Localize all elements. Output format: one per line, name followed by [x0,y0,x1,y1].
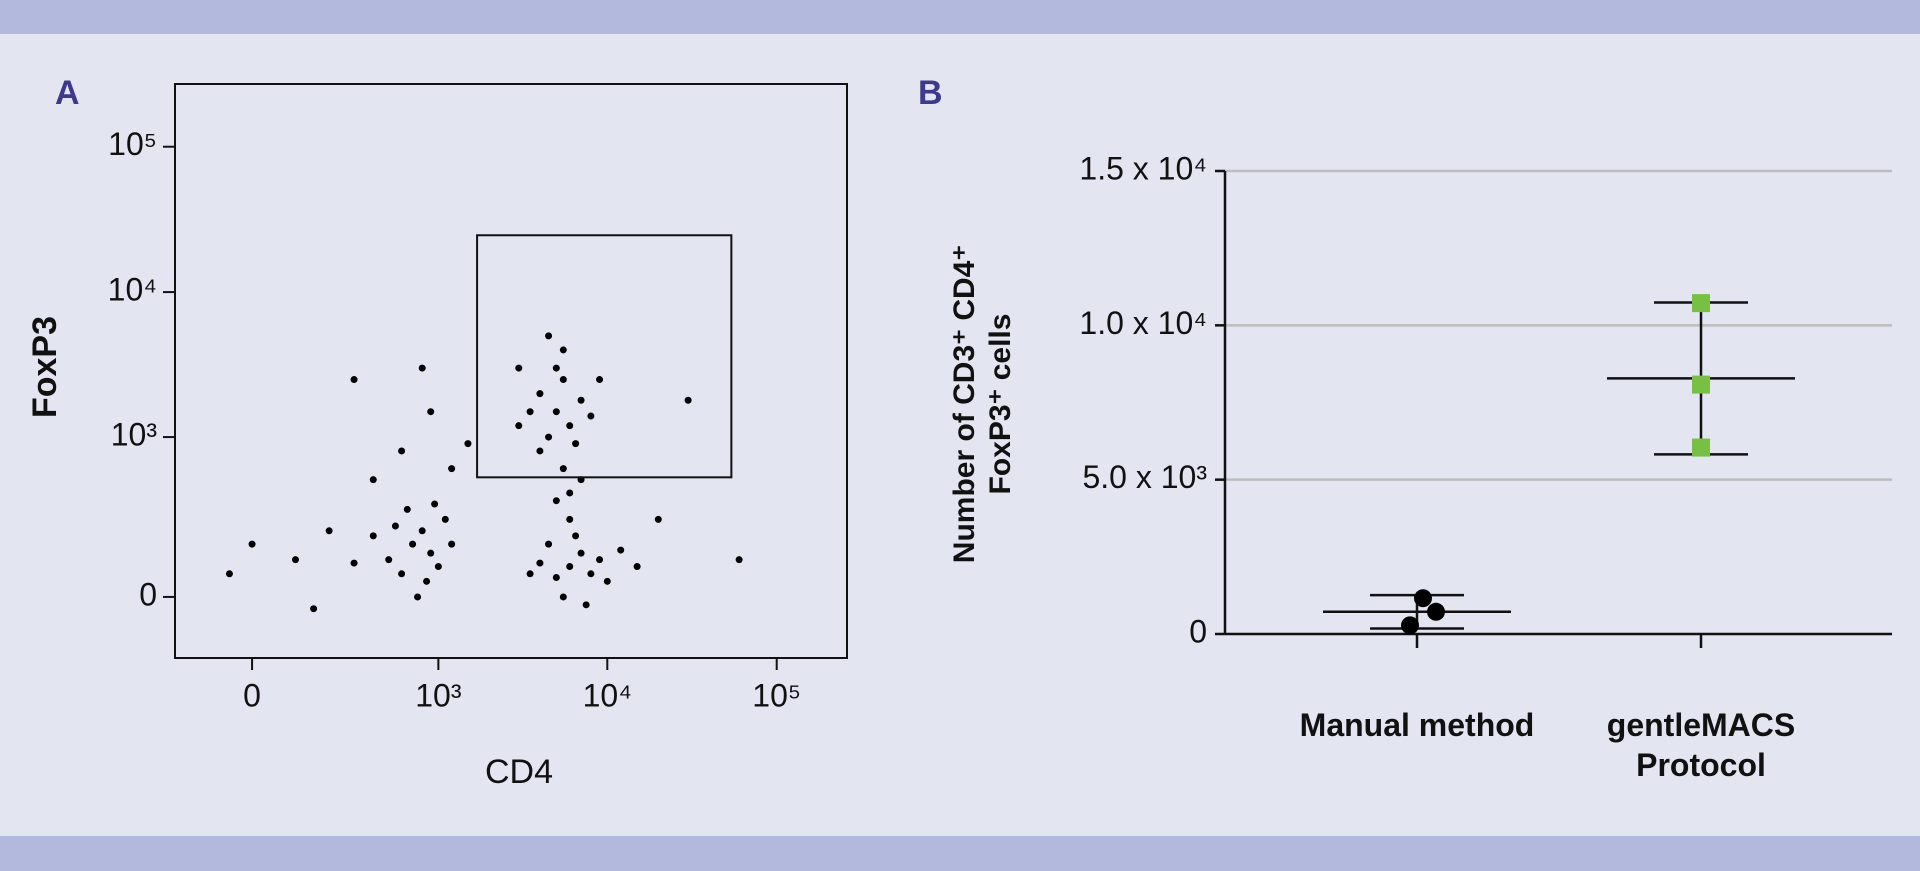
data-point [403,505,411,513]
data-point [291,556,299,564]
data-point [587,570,595,578]
data-point [1692,294,1710,313]
data-point [559,465,567,473]
data-point [545,332,553,340]
data-point [427,408,435,416]
data-point [572,532,580,540]
data-point [545,433,553,441]
y-tick-label: 5.0 x 10³ [1082,459,1207,495]
data-point [464,440,472,448]
data-point [633,563,641,571]
data-point [536,559,544,567]
data-point [1427,602,1445,621]
data-point [310,605,318,613]
data-point [414,593,422,601]
data-point [369,532,377,540]
panel-label: A [55,74,80,112]
data-point [617,546,625,554]
data-point [536,390,544,398]
data-point [448,540,456,548]
data-point [552,574,560,582]
data-point [448,465,456,473]
data-point [596,556,604,564]
data-point [423,577,431,585]
y-tick-label: 10³ [111,417,158,453]
x-tick-label: 0 [243,677,261,713]
y-tick-label: 1.0 x 10⁴ [1079,305,1207,341]
data-point [572,440,580,448]
data-point [552,364,560,372]
data-point [515,422,523,430]
y-tick-label: 1.5 x 10⁴ [1079,150,1207,186]
data-point [596,376,604,384]
data-point [225,570,233,578]
data-point [526,408,534,416]
data-point [369,476,377,484]
data-point [427,549,435,557]
data-point [248,540,256,548]
data-point [1692,375,1710,394]
data-point [434,563,442,571]
data-point [441,515,449,523]
data-point [577,549,585,557]
y-tick-label: 0 [139,576,157,612]
data-point [350,376,358,384]
data-point [418,527,426,535]
y-axis-title: Number of CD3⁺ CD4⁺ FoxP3⁺ cells [948,244,1017,564]
gate [476,234,733,479]
data-point [735,556,743,564]
y-tick-label: 10⁵ [108,126,157,162]
panel-label: B [918,74,943,112]
data-point [566,489,574,497]
data-point [566,422,574,430]
data-point [418,364,426,372]
data-point [515,364,523,372]
x-tick-label: 10⁴ [583,677,632,713]
y-tick-label: 0 [1189,613,1207,649]
data-point [325,527,333,535]
data-point [552,408,560,416]
data-point [391,522,399,530]
data-point [385,556,393,564]
category-label: Manual method [1299,707,1535,743]
data-point [587,412,595,420]
data-point [566,563,574,571]
data-point [559,346,567,354]
plot-frame [174,83,848,659]
data-point [398,570,406,578]
data-point [1414,589,1432,608]
data-point [654,515,662,523]
category-label: gentleMACS Protocol [1606,707,1796,783]
data-point [582,601,590,609]
data-point [350,559,358,567]
x-axis-title: CD4 [485,753,553,791]
y-axis-title: FoxP3 [26,316,64,418]
data-point [1401,616,1419,635]
data-point [566,515,574,523]
data-point [409,540,417,548]
top-band [0,0,1920,34]
data-point [577,396,585,404]
data-point [431,500,439,508]
data-point [536,447,544,455]
data-point [398,447,406,455]
data-point [526,570,534,578]
y-tick-label: 10⁴ [108,272,157,308]
data-point [684,396,692,404]
x-tick-label: 10³ [415,677,462,713]
data-point [559,376,567,384]
data-point [559,593,567,601]
data-point [1692,438,1710,457]
bottom-band [0,836,1920,871]
data-point [545,540,553,548]
data-point [552,497,560,505]
x-tick-label: 10⁵ [752,677,801,713]
data-point [603,577,611,585]
